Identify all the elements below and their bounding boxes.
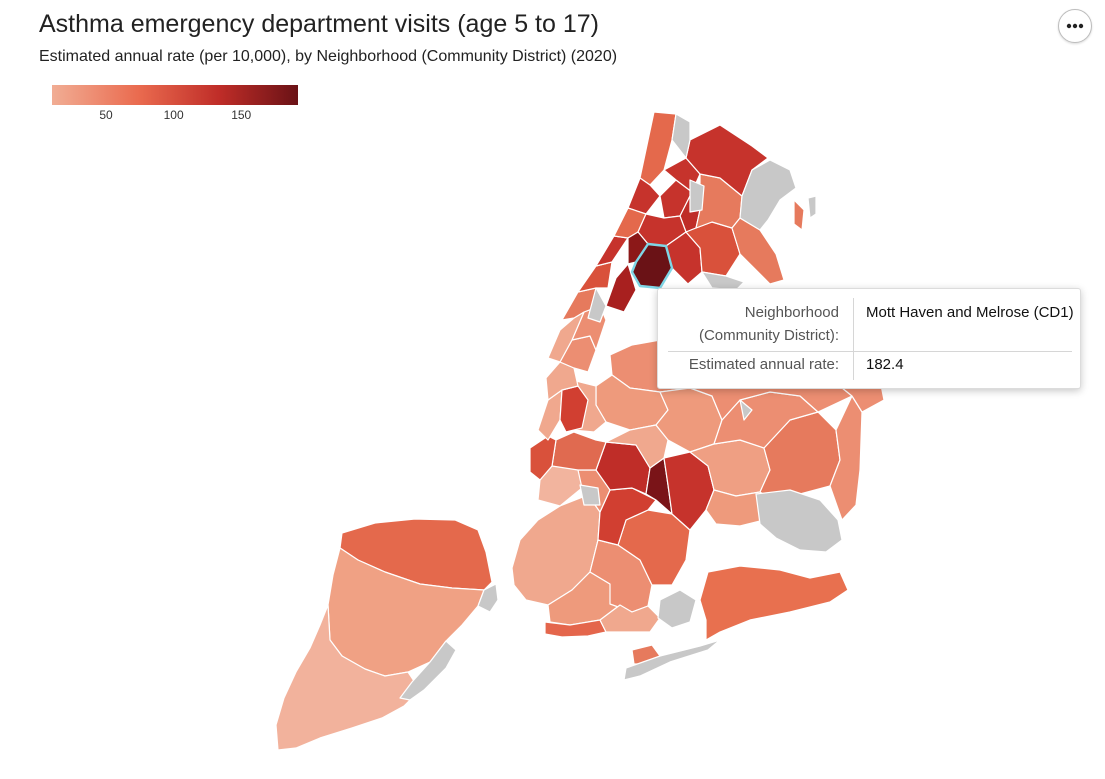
district-area[interactable] <box>605 263 637 313</box>
district-area[interactable] <box>793 199 805 231</box>
borough-staten-island <box>275 518 499 751</box>
district-area <box>623 639 721 681</box>
district-area[interactable] <box>595 235 629 267</box>
district-area <box>739 399 753 421</box>
tooltip-rate-value: 182.4 <box>866 356 904 373</box>
map-tooltip: Neighborhood (Community District): Mott … <box>657 288 1081 389</box>
legend-tick: 100 <box>163 108 184 122</box>
district-area <box>657 589 697 629</box>
district-area <box>689 179 705 213</box>
tooltip-rate-label: Estimated annual rate: <box>688 356 839 373</box>
borough-manhattan <box>537 235 637 441</box>
legend-tick: 50 <box>99 108 113 122</box>
district-area <box>477 583 499 613</box>
district-area <box>587 287 607 323</box>
district-area[interactable] <box>627 177 661 215</box>
district-area[interactable] <box>699 565 849 641</box>
district-area[interactable] <box>275 604 421 751</box>
tooltip-neighborhood-label-line2: (Community District): <box>698 327 839 344</box>
tooltip-neighborhood-label-line1: Neighborhood <box>744 304 839 321</box>
chart-title: Asthma emergency department visits (age … <box>39 10 599 38</box>
district-area <box>399 640 457 701</box>
district-area[interactable] <box>551 431 607 471</box>
borough-brooklyn <box>511 431 715 638</box>
district-area <box>807 195 817 219</box>
selected-district-outline <box>630 242 674 290</box>
more-horizontal-icon <box>1066 23 1084 29</box>
tooltip-neighborhood-value: Mott Haven and Melrose (CD1) <box>866 304 1074 321</box>
district-area[interactable] <box>577 261 613 293</box>
chart-subtitle: Estimated annual rate (per 10,000), by N… <box>39 48 618 65</box>
district-area[interactable] <box>599 604 661 633</box>
district-area <box>579 484 601 506</box>
color-legend: 50 100 150 <box>52 85 298 125</box>
borough-bronx <box>613 111 817 291</box>
legend-tick: 150 <box>231 108 252 122</box>
district-area <box>701 271 745 291</box>
tooltip-divider <box>853 298 854 380</box>
district-area <box>755 489 843 553</box>
more-options-button[interactable] <box>1058 9 1092 43</box>
district-area <box>739 159 797 231</box>
tooltip-divider <box>668 351 1072 352</box>
district-area[interactable] <box>605 424 669 469</box>
legend-gradient-bar <box>52 85 298 105</box>
district-area <box>671 113 691 159</box>
district-area[interactable] <box>544 619 607 638</box>
